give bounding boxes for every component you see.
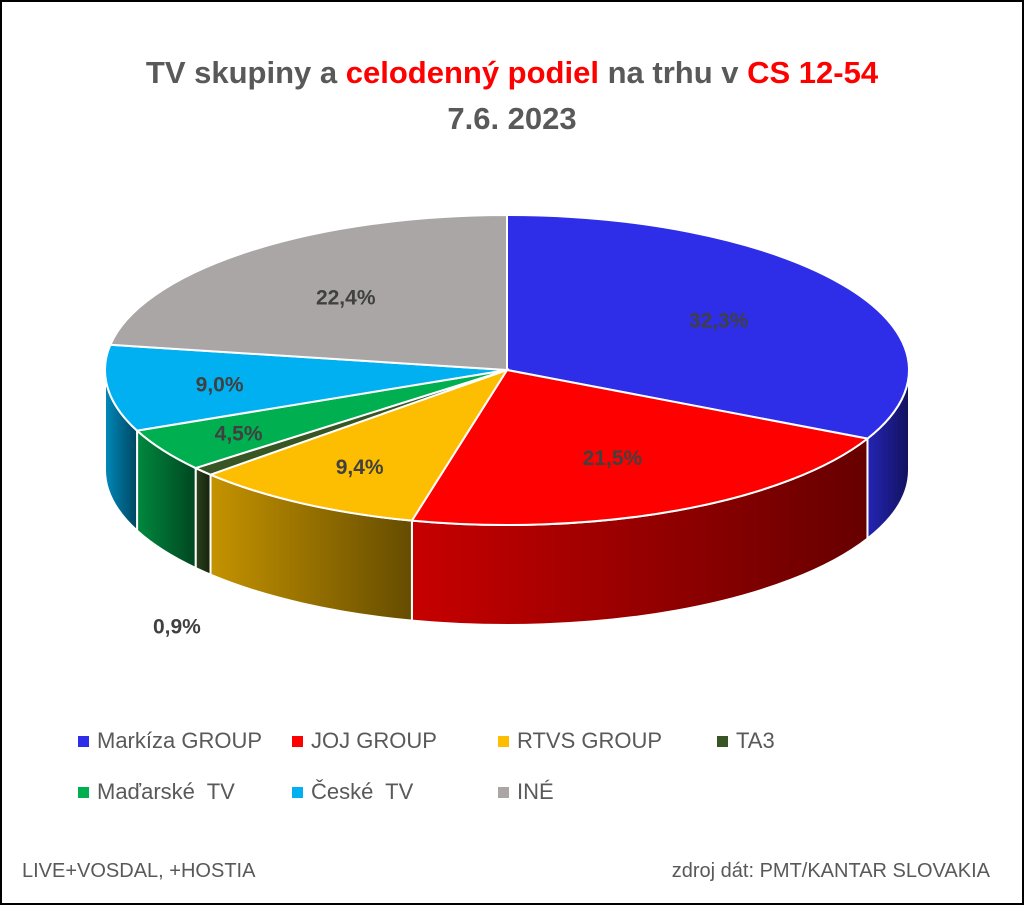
legend-swatch [78,786,89,798]
data-label-3: 0,9% [153,615,201,638]
legend-label: INÉ [517,779,554,804]
legend-item: TA3 [717,728,775,754]
data-label-4: 4,5% [215,423,263,446]
legend-swatch [292,786,303,798]
legend-swatch [292,735,303,747]
legend-item: JOJ GROUP [292,728,437,754]
legend-label: Maďarské TV [97,779,235,804]
footer-source: zdroj dát: PMT/KANTAR SLOVAKIA [671,860,990,882]
pie-slice-0 [506,213,910,440]
pie-slice-6 [108,213,508,372]
legend-label: RTVS GROUP [517,728,663,753]
legend-swatch [498,735,509,747]
chart-title: TV skupiny a celodenný podiel na trhu v … [2,50,1022,142]
title-date: 7.6. 2023 [447,101,577,136]
legend-swatch [717,735,728,747]
title-highlight-1: celodenný podiel [345,55,599,90]
legend-item: RTVS GROUP [498,728,662,754]
legend-item: Maďarské TV [78,779,235,805]
pie-slice-5 [104,343,508,432]
pie-top [104,213,910,526]
legend-label: Markíza GROUP [97,728,263,753]
data-label-0: 32,3% [689,309,749,332]
data-labels: 32,3% 21,5% 9,4% 0,9% 4,5% 9,0% 22,4% [153,287,749,639]
legend-item: INÉ [498,779,554,805]
pie-slice-1 [410,368,870,526]
pie-slice-2 [207,368,510,522]
data-label-6: 22,4% [316,287,376,310]
legend-item: České TV [292,779,413,805]
legend-label: TA3 [736,728,775,753]
legend-label: České TV [311,779,414,804]
title-highlight-2: CS 12-54 [747,55,879,90]
title-text-1: TV skupiny a [145,55,346,90]
legend-swatch [498,786,509,798]
title-text-2: na trhu v [598,55,748,90]
data-label-5: 9,0% [196,373,244,396]
pie-sides [104,369,910,626]
pie-side-3 [194,466,212,577]
data-label-2: 9,4% [336,456,384,479]
title-line-1: TV skupiny a celodenný podiel na trhu v … [2,50,1022,96]
legend-item: Markíza GROUP [78,728,262,754]
data-label-1: 21,5% [583,447,643,470]
legend-label: JOJ GROUP [311,728,437,753]
legend-swatch [78,735,89,747]
footer-left-note: LIVE+VOSDAL, +HOSTIA [22,860,256,882]
